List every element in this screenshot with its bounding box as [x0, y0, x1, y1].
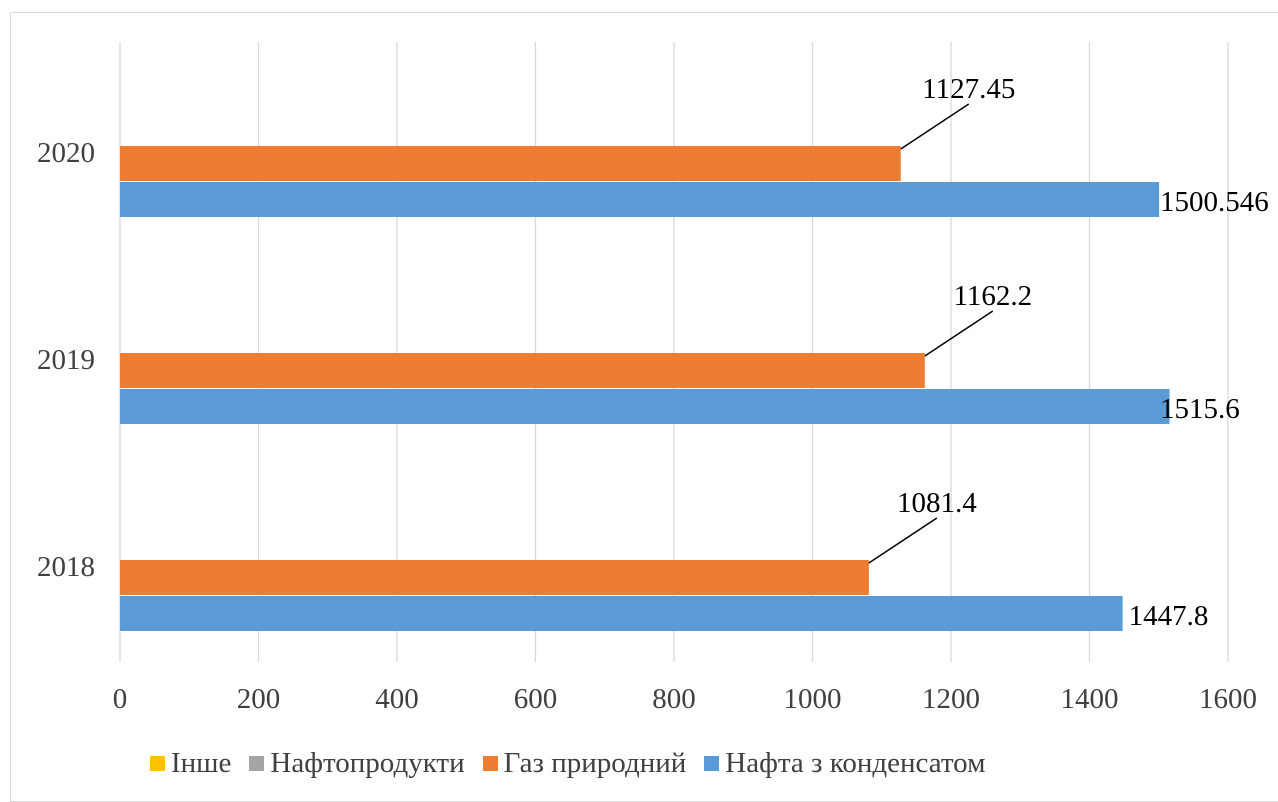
x-tick-label-200: 200 [237, 683, 281, 715]
bar-oil-2019 [120, 389, 1170, 424]
x-tick-label-1200: 1200 [922, 683, 980, 715]
legend-item-0: Інше [150, 747, 231, 780]
legend-swatch [482, 755, 498, 771]
legend-label: Газ природний [503, 746, 687, 779]
x-tick-label-0: 0 [113, 683, 128, 715]
x-tick-label-400: 400 [375, 683, 419, 715]
data-label-oil-2018: 1447.8 [1129, 600, 1209, 632]
bar-oil-2020 [120, 182, 1160, 217]
bar-oil-2018 [120, 596, 1123, 631]
legend-label: Інше [171, 746, 232, 779]
data-label-gas-2018: 1081.4 [897, 487, 977, 519]
x-tick-label-600: 600 [514, 683, 558, 715]
legend: Інше Нафтопродукти Газ природний Нафта з ко… [150, 745, 985, 781]
bar-gas-2019 [120, 353, 925, 388]
y-tick-label-2020: 2020 [37, 137, 95, 169]
x-tick-label-800: 800 [652, 683, 696, 715]
x-tick-label-1600: 1600 [1199, 683, 1257, 715]
legend-item-2: Газ природний [482, 746, 687, 780]
legend-label: Нафта з конденсатом [725, 746, 986, 779]
leader-line-gas-2020 [900, 103, 970, 150]
bar-gas-2020 [120, 146, 901, 181]
y-tick-label-2019: 2019 [37, 344, 95, 376]
data-label-oil-2019: 1515.6 [1160, 393, 1240, 425]
legend-item-1: Нафтопродукти [249, 746, 465, 780]
x-tick-label-1400: 1400 [1061, 683, 1119, 715]
x-tick-label-1000: 1000 [784, 683, 842, 715]
legend-label: Нафтопродукти [270, 746, 465, 779]
legend-swatch [249, 755, 265, 771]
y-tick-label-2018: 2018 [37, 551, 95, 583]
leader-line-gas-2018 [868, 517, 938, 564]
data-label-oil-2020: 1500.546 [1160, 186, 1269, 218]
legend-swatch [150, 755, 165, 771]
legend-item-3: Нафта з конденсатом [704, 747, 985, 780]
data-label-gas-2019: 1162.2 [953, 280, 1032, 312]
leader-line-gas-2019 [924, 310, 994, 357]
data-label-gas-2020: 1127.45 [922, 73, 1015, 105]
legend-swatch [704, 755, 720, 771]
bar-gas-2018 [120, 560, 869, 595]
